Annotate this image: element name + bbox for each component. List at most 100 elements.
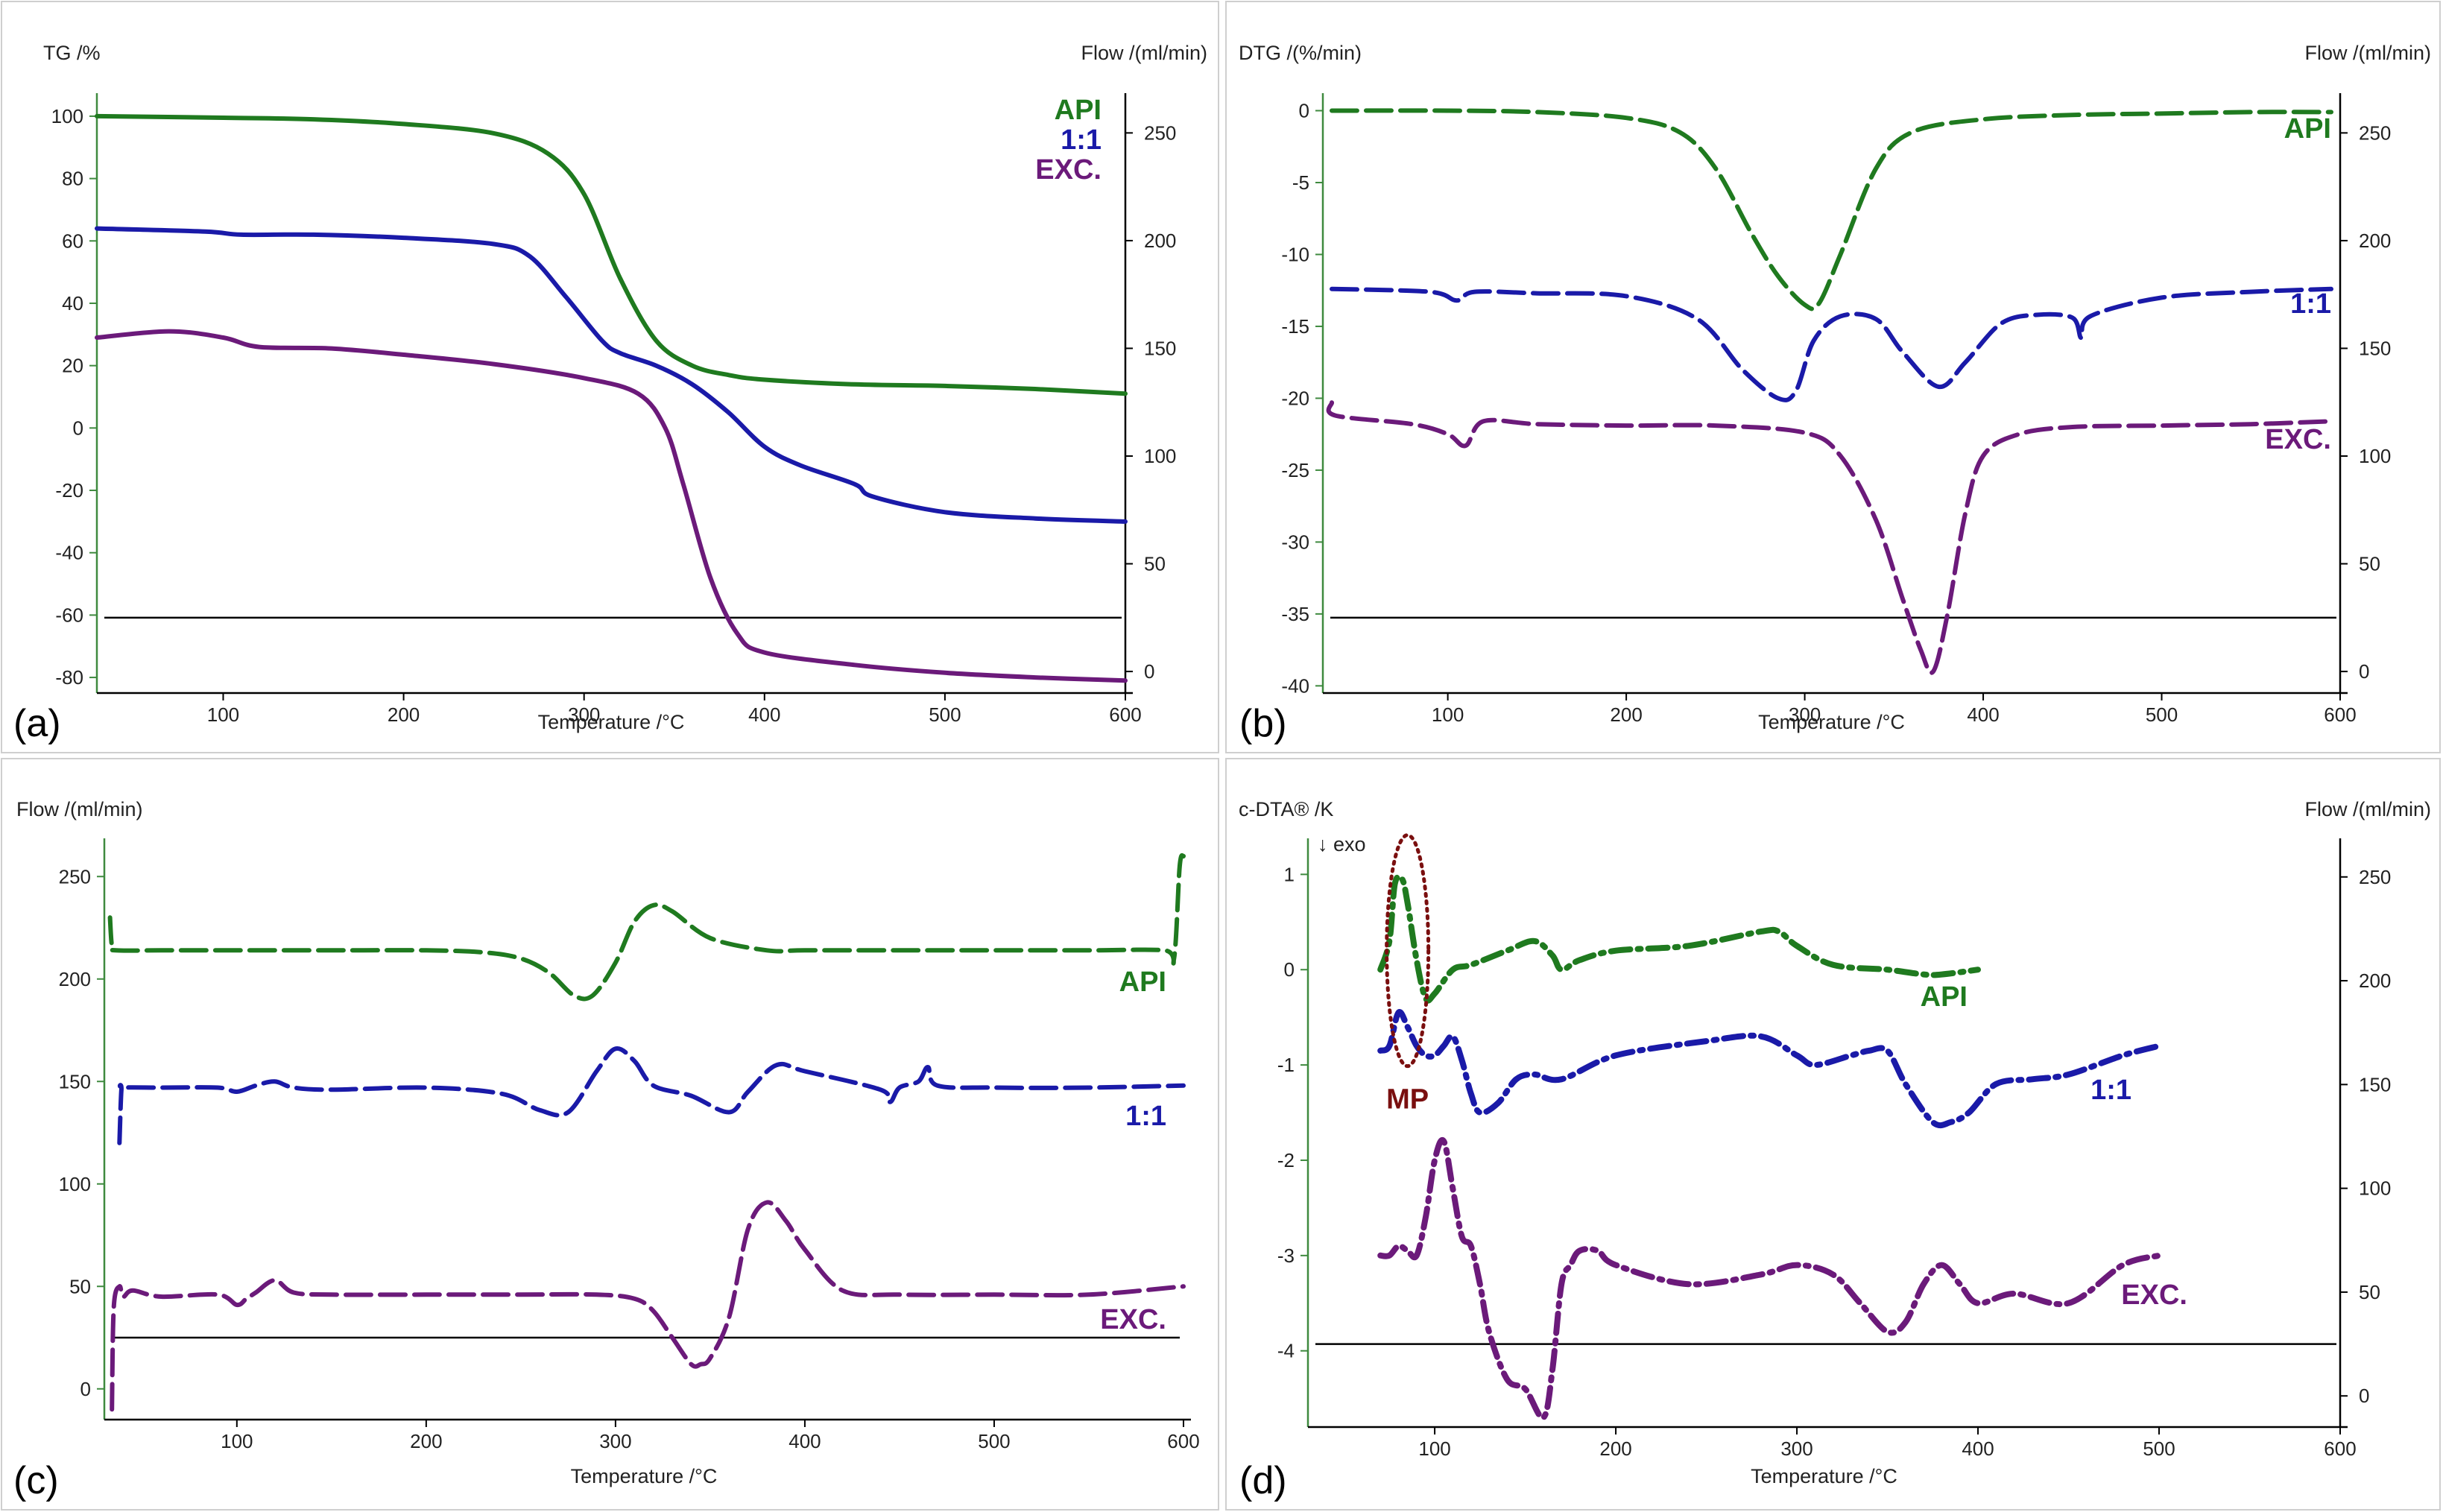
legend-label-exc: EXC.: [1100, 1304, 1166, 1335]
y-tick-label-right: 250: [1144, 121, 1176, 144]
x-tick-label: 400: [1962, 1437, 1994, 1460]
panel-frame: [1, 1, 1219, 753]
x-axis-title: Temperature /°C: [1758, 711, 1905, 733]
y-axis-title-right: Flow /(ml/min): [2305, 798, 2432, 820]
x-tick-label: 500: [2146, 703, 2178, 726]
y-tick-label-left: 0: [1299, 100, 1309, 122]
y-tick-label-right: 100: [1144, 445, 1176, 467]
series-line-exc: [110, 1200, 1186, 1412]
y-axis-title-left: Flow /(ml/min): [16, 798, 143, 820]
panel-frame: [1, 758, 1219, 1511]
legend-label-mix: 1:1: [2290, 288, 2331, 320]
y-tick-label-right: 0: [1144, 660, 1154, 683]
panel-frame: [1225, 1, 2441, 753]
x-axis-title: Temperature /°C: [1751, 1465, 1897, 1487]
y-tick-label-left: 0: [80, 1378, 91, 1400]
y-tick-label-left: 100: [59, 1173, 91, 1195]
legend-label-mix: 1:1: [1061, 124, 1102, 156]
y-tick-label-left: 60: [62, 230, 83, 252]
panel-label: (d): [1239, 1459, 1287, 1502]
y-tick-label-left: -30: [1281, 531, 1309, 553]
y-tick-label-left: -40: [55, 542, 83, 564]
series-line-exc: [1377, 1136, 2162, 1421]
x-tick-label: 400: [748, 703, 780, 726]
x-tick-label: 200: [1599, 1437, 1631, 1460]
x-tick-label: 600: [1167, 1430, 1199, 1452]
y-axis-title-left: DTG /(%/min): [1239, 42, 1362, 64]
y-tick-label-left: -10: [1281, 243, 1309, 265]
y-tick-label-left: -25: [1281, 459, 1309, 481]
y-tick-label-left: -80: [55, 666, 83, 689]
y-axis-title-right: Flow /(ml/min): [1081, 42, 1208, 64]
panel-4: 100 200 300 400 500 60010-1-2-3-4250200150100…: [1225, 758, 2441, 1511]
y-axis-title-left: TG /%: [43, 42, 101, 64]
legend-label-api: API: [1055, 95, 1102, 126]
y-tick-label-left: -5: [1292, 171, 1309, 194]
series-line-exc: [95, 329, 1128, 683]
y-axis-title-right: Flow /(ml/min): [2305, 42, 2432, 64]
y-tick-label-left: -40: [1281, 674, 1309, 697]
x-tick-label: 300: [1789, 703, 1821, 726]
y-tick-label-left: 1: [1284, 863, 1295, 885]
y-tick-label-left: -4: [1277, 1340, 1295, 1362]
x-tick-label: 600: [1109, 703, 1141, 726]
y-tick-label-left: 40: [62, 292, 83, 314]
series-line-mix: [95, 226, 1128, 524]
y-tick-label-left: 250: [59, 865, 91, 888]
y-tick-label-left: 150: [59, 1070, 91, 1092]
y-tick-label-left: -3: [1277, 1244, 1295, 1267]
x-tick-label: 300: [1780, 1437, 1813, 1460]
x-tick-label: 100: [1432, 703, 1464, 726]
x-tick-label: 600: [2324, 1437, 2356, 1460]
x-tick-label: 100: [1418, 1437, 1450, 1460]
y-tick-label-left: -2: [1277, 1149, 1295, 1171]
y-tick-label-right: 50: [1144, 553, 1166, 575]
legend-label-api: API: [2284, 113, 2331, 145]
legend-label-exc: EXC.: [1035, 154, 1102, 186]
x-tick-label: 300: [568, 703, 600, 726]
y-tick-label-right: 250: [2359, 121, 2391, 144]
legend-label-mix: 1:1: [1125, 1101, 1166, 1132]
x-tick-label: 200: [1610, 703, 1642, 726]
y-tick-label-left: -15: [1281, 315, 1309, 338]
panel-label: (a): [13, 702, 61, 745]
y-tick-label-left: 80: [62, 168, 83, 190]
legend-label-exc: EXC.: [2121, 1279, 2187, 1311]
y-tick-label-right: 150: [2359, 1073, 2391, 1095]
y-tick-label-left: -1: [1277, 1054, 1295, 1076]
y-tick-label-right: 0: [2359, 1385, 2369, 1407]
x-tick-label: 600: [2324, 703, 2356, 726]
series-line-exc: [1326, 400, 2333, 675]
y-tick-label-right: 200: [2359, 969, 2391, 992]
legend-label-mix: 1:1: [2090, 1075, 2131, 1106]
y-axis-title-left: c-DTA® /K: [1239, 798, 1333, 820]
panel-1: 100 200 300 400 500 600100806040200-20-40-60-…: [1, 1, 1219, 753]
series-line-mix: [1330, 286, 2333, 402]
x-tick-label: 400: [1967, 703, 1999, 726]
x-tick-label: 200: [410, 1430, 442, 1452]
y-tick-label-left: 20: [62, 355, 83, 377]
x-tick-label: 300: [599, 1430, 631, 1452]
y-tick-label-left: -60: [55, 604, 83, 626]
y-tick-label-right: 50: [2359, 1281, 2380, 1303]
series-line-mix: [117, 1046, 1186, 1145]
y-tick-label-right: 0: [2359, 660, 2369, 683]
legend-label-exc: EXC.: [2265, 424, 2331, 455]
panel-label: (b): [1239, 702, 1287, 745]
x-tick-label: 500: [929, 703, 961, 726]
y-tick-label-left: 100: [51, 105, 83, 127]
x-axis-title: Temperature /°C: [538, 711, 685, 733]
series-line-api: [107, 853, 1186, 1002]
y-tick-label-left: 200: [59, 968, 91, 990]
panel-2: 100 200 300 400 500 6000-5-10-15-20-25-30-35-…: [1225, 1, 2441, 753]
y-tick-label-right: 200: [1144, 230, 1176, 252]
y-tick-label-left: -20: [1281, 387, 1309, 409]
legend-label-api: API: [1119, 967, 1166, 998]
x-tick-label: 500: [2143, 1437, 2175, 1460]
x-tick-label: 200: [388, 703, 420, 726]
exo-annotation: ↓ exo: [1318, 833, 1366, 855]
y-tick-label-right: 100: [2359, 445, 2391, 467]
x-tick-label: 100: [221, 1430, 253, 1452]
